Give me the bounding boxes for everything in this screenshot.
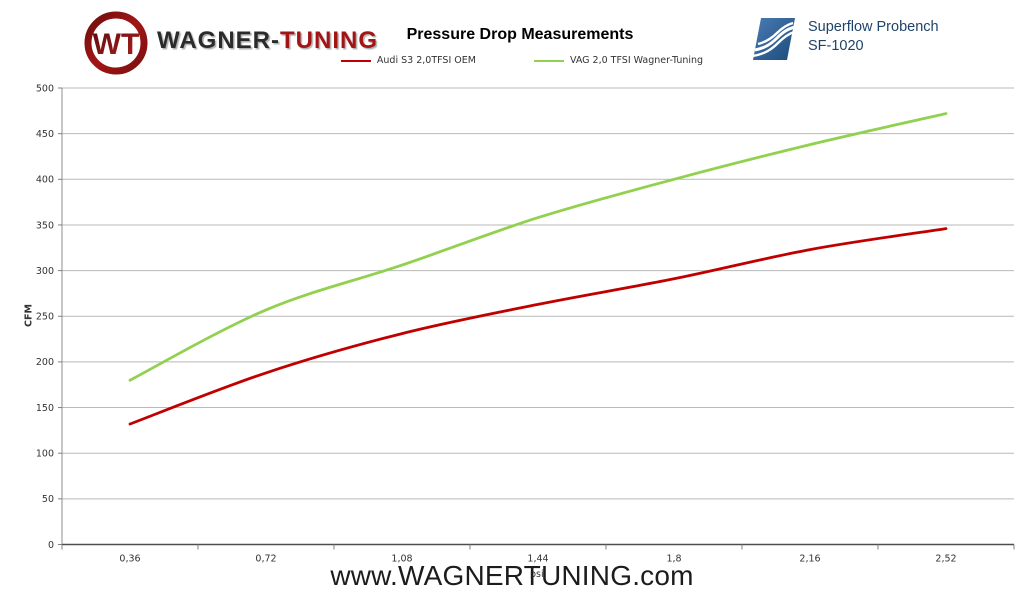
legend-entry-0: Audi S3 2,0TFSI OEM xyxy=(340,55,476,66)
x-tick-label: 2,52 xyxy=(935,554,956,565)
x-tick-label: 2,16 xyxy=(799,554,820,565)
superflow-text: Superflow Probench SF-1020 xyxy=(808,16,939,62)
legend-label-0: Audi S3 2,0TFSI OEM xyxy=(376,55,476,66)
superflow-line2: SF-1020 xyxy=(808,38,864,55)
y-tick-label: 300 xyxy=(36,266,54,277)
series-line-1 xyxy=(128,112,948,382)
wordmark-tuning: TUNING xyxy=(280,27,378,54)
y-tick-label: 350 xyxy=(36,220,54,231)
y-tick-label: 150 xyxy=(36,403,54,414)
y-tick-label: 50 xyxy=(42,494,54,505)
y-tick-label: 100 xyxy=(36,449,54,460)
wagner-tuning-emblem-icon: WT xyxy=(84,11,148,75)
legend-swatch-0 xyxy=(340,59,371,62)
chart-title: Pressure Drop Measurements xyxy=(406,26,634,43)
superflow-wave-icon xyxy=(752,18,796,60)
x-tick-label: 1,44 xyxy=(527,554,548,565)
x-tick-label: 0,72 xyxy=(255,554,276,565)
emblem-monogram: WT xyxy=(93,28,140,61)
y-tick-label: 450 xyxy=(36,129,54,140)
wagner-tuning-wordmark: WAGNER-TUNING xyxy=(157,27,378,55)
chart-legend: Audi S3 2,0TFSI OEM VAG 2,0 TFSI Wagner-T… xyxy=(0,55,1024,66)
series-line-0 xyxy=(128,227,948,426)
legend-entry-1: VAG 2,0 TFSI Wagner-Tuning xyxy=(533,55,704,66)
superflow-line1: Superflow Probench xyxy=(808,19,939,35)
y-tick-label: 0 xyxy=(48,540,54,551)
wordmark-wagner: WAGNER- xyxy=(157,27,280,54)
y-axis-title: CFM xyxy=(23,304,35,327)
y-tick-label: 500 xyxy=(36,83,54,94)
y-tick-label: 400 xyxy=(36,175,54,186)
legend-label-1: VAG 2,0 TFSI Wagner-Tuning xyxy=(569,55,704,66)
y-tick-label: 200 xyxy=(36,357,54,368)
legend-swatch-1 xyxy=(533,59,564,62)
superflow-logo: Superflow Probench SF-1020 xyxy=(751,16,939,62)
x-tick-label: 1,08 xyxy=(391,554,412,565)
y-tick-label: 250 xyxy=(36,312,54,323)
watermark-url: www.WAGNERTUNING.com xyxy=(330,560,694,591)
x-axis-title: psi xyxy=(530,569,544,580)
x-tick-label: 0,36 xyxy=(119,554,140,565)
x-tick-label: 1,8 xyxy=(666,554,681,565)
